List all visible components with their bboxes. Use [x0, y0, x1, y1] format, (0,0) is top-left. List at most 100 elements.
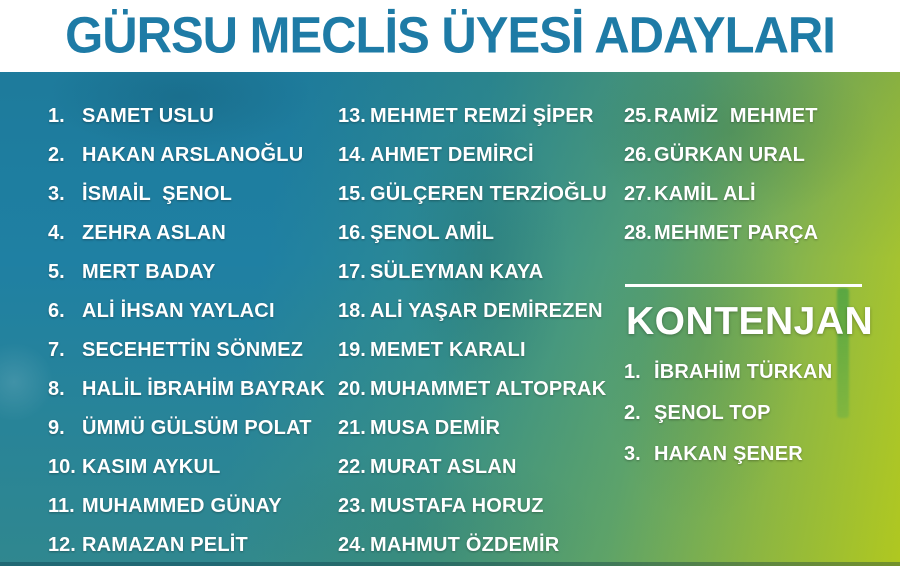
- list-item: 7. SECEHETTİN SÖNMEZ: [48, 331, 325, 370]
- kontenjan-number: 2.: [624, 402, 641, 424]
- list-item: 11. MUHAMMED GÜNAY: [48, 487, 325, 526]
- candidate-number: 20.: [338, 378, 366, 400]
- candidate-name: SECEHETTİN SÖNMEZ: [82, 339, 304, 361]
- candidate-number: 18.: [338, 300, 366, 322]
- candidate-number: 7.: [48, 339, 65, 361]
- candidate-number: 4.: [48, 222, 65, 244]
- list-item: 18. ALİ YAŞAR DEMİREZEN: [338, 292, 607, 331]
- candidate-number: 3.: [48, 183, 65, 205]
- candidate-name: ALİ İHSAN YAYLACI: [82, 300, 275, 322]
- candidate-column-1: 1. SAMET USLU 2. HAKAN ARSLANOĞLU 3. İSMAİL…: [48, 97, 325, 565]
- kontenjan-number: 3.: [624, 443, 641, 465]
- candidate-number: 14.: [338, 144, 366, 166]
- list-item: 16. ŞENOL AMİL: [338, 214, 607, 253]
- candidate-name: KAMİL ALİ: [654, 183, 756, 205]
- candidate-name: ŞENOL AMİL: [370, 222, 495, 244]
- candidate-name: MURAT ASLAN: [370, 456, 517, 478]
- candidate-number: 16.: [338, 222, 366, 244]
- bottom-edge-strip: [0, 562, 900, 566]
- list-item: 25. RAMİZ MEHMET: [624, 97, 818, 136]
- candidate-name: SÜLEYMAN KAYA: [370, 261, 544, 283]
- candidate-name: MUSTAFA HORUZ: [370, 495, 544, 517]
- kontenjan-title: KONTENJAN: [626, 300, 874, 343]
- kontenjan-number: 1.: [624, 361, 641, 383]
- candidate-number: 24.: [338, 534, 366, 556]
- list-item: 26. GÜRKAN URAL: [624, 136, 818, 175]
- candidate-number: 6.: [48, 300, 65, 322]
- candidate-name: HALİL İBRAHİM BAYRAK: [82, 378, 325, 400]
- list-item: 19. MEMET KARALI: [338, 331, 607, 370]
- candidate-name: MUSA DEMİR: [370, 417, 501, 439]
- candidate-number: 8.: [48, 378, 65, 400]
- candidate-name: ÜMMÜ GÜLSÜM POLAT: [82, 417, 312, 439]
- list-item: 3. İSMAİL ŞENOL: [48, 175, 325, 214]
- list-item: 15. GÜLÇEREN TERZİOĞLU: [338, 175, 607, 214]
- candidate-number: 13.: [338, 105, 366, 127]
- list-item: 12. RAMAZAN PELİT: [48, 526, 325, 565]
- candidate-column-3: 25. RAMİZ MEHMET 26. GÜRKAN URAL 27. KAMİL …: [624, 97, 818, 253]
- candidate-name: HAKAN ARSLANOĞLU: [82, 144, 304, 166]
- list-item: 14. AHMET DEMİRCİ: [338, 136, 607, 175]
- list-item: 10. KASIM AYKUL: [48, 448, 325, 487]
- candidate-number: 15.: [338, 183, 366, 205]
- list-item: 1. İBRAHİM TÜRKAN: [624, 352, 832, 393]
- list-item: 22. MURAT ASLAN: [338, 448, 607, 487]
- list-item: 4. ZEHRA ASLAN: [48, 214, 325, 253]
- candidate-name: AHMET DEMİRCİ: [370, 144, 534, 166]
- kontenjan-name: HAKAN ŞENER: [654, 443, 803, 465]
- candidate-name: ZEHRA ASLAN: [82, 222, 227, 244]
- list-item: 8. HALİL İBRAHİM BAYRAK: [48, 370, 325, 409]
- candidate-number: 9.: [48, 417, 65, 439]
- candidate-name: MEMET KARALI: [370, 339, 526, 361]
- candidate-number: 10.: [48, 456, 76, 478]
- candidate-number: 11.: [48, 495, 75, 517]
- kontenjan-name: İBRAHİM TÜRKAN: [654, 361, 833, 383]
- candidate-name: MEHMET PARÇA: [654, 222, 819, 244]
- list-item: 23. MUSTAFA HORUZ: [338, 487, 607, 526]
- candidate-number: 25.: [624, 105, 652, 127]
- kontenjan-divider-line: [625, 284, 862, 287]
- list-item: 5. MERT BADAY: [48, 253, 325, 292]
- candidate-name: MEHMET REMZİ ŞİPER: [370, 105, 594, 127]
- candidate-name: İSMAİL ŞENOL: [82, 183, 233, 205]
- kontenjan-name: ŞENOL TOP: [654, 402, 771, 424]
- candidate-number: 23.: [338, 495, 366, 517]
- list-item: 28. MEHMET PARÇA: [624, 214, 818, 253]
- candidate-name: MUHAMMET ALTOPRAK: [370, 378, 607, 400]
- candidate-number: 1.: [48, 105, 65, 127]
- list-item: 9. ÜMMÜ GÜLSÜM POLAT: [48, 409, 325, 448]
- candidate-number: 21.: [338, 417, 366, 439]
- list-item: 24. MAHMUT ÖZDEMİR: [338, 526, 607, 565]
- candidate-name: ALİ YAŞAR DEMİREZEN: [370, 300, 603, 322]
- candidate-number: 19.: [338, 339, 366, 361]
- green-post-photo-detail: [837, 288, 849, 418]
- candidate-number: 5.: [48, 261, 65, 283]
- list-item: 2. ŞENOL TOP: [624, 393, 832, 434]
- list-item: 21. MUSA DEMİR: [338, 409, 607, 448]
- candidate-name: MUHAMMED GÜNAY: [82, 495, 282, 517]
- candidate-column-2: 13. MEHMET REMZİ ŞİPER 14. AHMET DEMİRCİ 1…: [338, 97, 607, 565]
- candidate-number: 27.: [624, 183, 652, 205]
- gradient-background: [0, 72, 900, 566]
- kontenjan-list: 1. İBRAHİM TÜRKAN 2. ŞENOL TOP 3. HAKAN ŞEN…: [624, 352, 832, 475]
- candidate-name: GÜLÇEREN TERZİOĞLU: [370, 183, 607, 205]
- candidate-number: 22.: [338, 456, 366, 478]
- list-item: 6. ALİ İHSAN YAYLACI: [48, 292, 325, 331]
- list-item: 17. SÜLEYMAN KAYA: [338, 253, 607, 292]
- header-bar: GÜRSU MECLİS ÜYESİ ADAYLARI: [0, 0, 900, 72]
- candidate-name: RAMİZ MEHMET: [654, 105, 818, 127]
- list-item: 2. HAKAN ARSLANOĞLU: [48, 136, 325, 175]
- candidate-name: SAMET USLU: [82, 105, 214, 127]
- list-item: 13. MEHMET REMZİ ŞİPER: [338, 97, 607, 136]
- candidate-number: 17.: [338, 261, 366, 283]
- candidate-name: MAHMUT ÖZDEMİR: [370, 534, 560, 556]
- list-item: 3. HAKAN ŞENER: [624, 434, 832, 475]
- poster-title: GÜRSU MECLİS ÜYESİ ADAYLARI: [65, 7, 836, 65]
- candidate-name: GÜRKAN URAL: [654, 144, 806, 166]
- candidate-name: MERT BADAY: [82, 261, 216, 283]
- candidate-number: 28.: [624, 222, 652, 244]
- candidate-number: 12.: [48, 534, 76, 556]
- list-item: 20. MUHAMMET ALTOPRAK: [338, 370, 607, 409]
- list-item: 27. KAMİL ALİ: [624, 175, 818, 214]
